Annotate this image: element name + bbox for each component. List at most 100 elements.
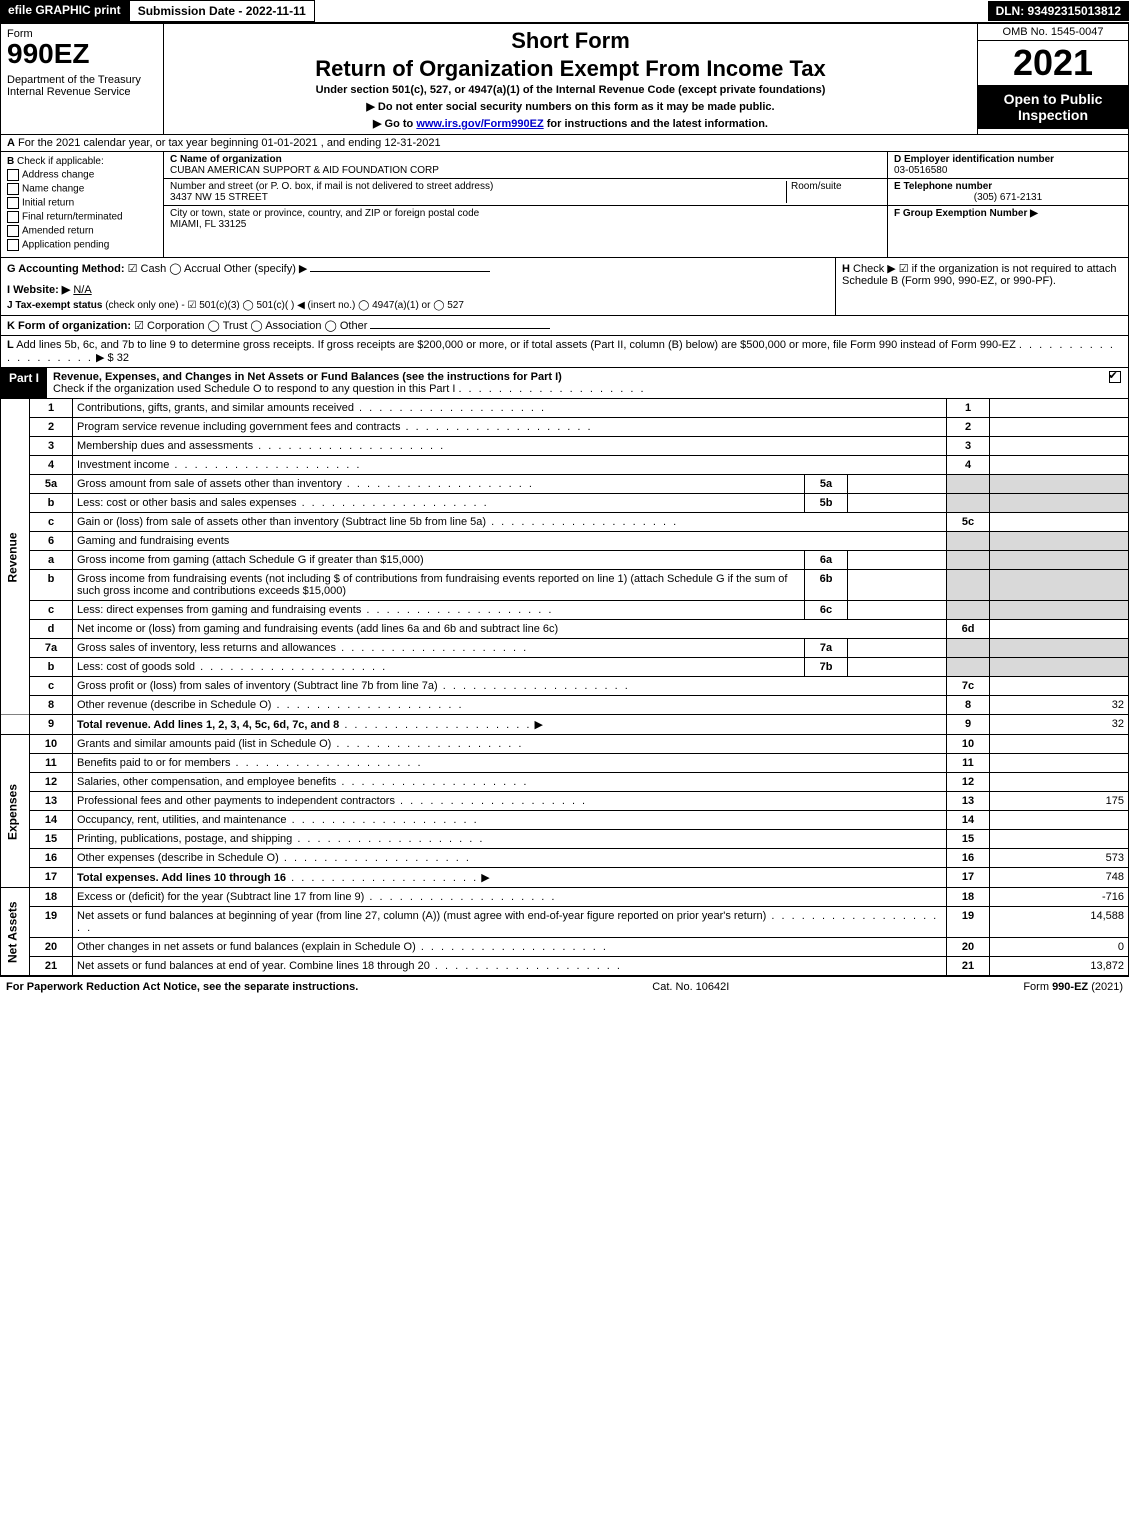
row-a: A For the 2021 calendar year, or tax yea…	[0, 135, 1129, 152]
footer: For Paperwork Reduction Act Notice, see …	[0, 976, 1129, 997]
c-name-label: C Name of organization	[170, 154, 282, 165]
ein-value: 03-0516580	[894, 165, 947, 176]
line-18: Net Assets 18 Excess or (deficit) for th…	[1, 888, 1129, 907]
tel-label: E Telephone number	[894, 181, 992, 192]
header-left: Form 990EZ Department of the Treasury In…	[1, 24, 164, 134]
row-k: K Form of organization: ☑ Corporation ◯ …	[0, 316, 1129, 336]
val-11	[990, 754, 1129, 773]
j-label: J Tax-exempt status	[7, 300, 102, 311]
efile-label: efile GRAPHIC print	[0, 0, 129, 22]
line-12: 12 Salaries, other compensation, and emp…	[1, 773, 1129, 792]
val-16: 573	[990, 849, 1129, 868]
j-sub: (check only one) -	[105, 300, 184, 311]
row-a-text: For the 2021 calendar year, or tax year …	[18, 137, 441, 149]
val-7a	[848, 639, 947, 658]
val-9: 32	[990, 715, 1129, 735]
val-6a	[848, 551, 947, 570]
room-suite-label: Room/suite	[786, 181, 881, 203]
val-1	[990, 399, 1129, 418]
line-6c: c Less: direct expenses from gaming and …	[1, 601, 1129, 620]
chk-initial-return[interactable]: Initial return	[7, 197, 157, 209]
info-grid: B Check if applicable: Address change Na…	[0, 152, 1129, 258]
val-6d	[990, 620, 1129, 639]
l-amount: ▶ $ 32	[96, 352, 129, 364]
form-number: 990EZ	[7, 40, 157, 68]
line-13: 13 Professional fees and other payments …	[1, 792, 1129, 811]
ein-label: D Employer identification number	[894, 154, 1054, 165]
part1-title: Revenue, Expenses, and Changes in Net As…	[53, 371, 562, 383]
note-ssn: ▶ Do not enter social security numbers o…	[172, 100, 969, 113]
part1-header-row: Part I Revenue, Expenses, and Changes in…	[0, 368, 1129, 399]
line-6a: a Gross income from gaming (attach Sched…	[1, 551, 1129, 570]
top-bar: efile GRAPHIC print Submission Date - 20…	[0, 0, 1129, 23]
chk-final-return[interactable]: Final return/terminated	[7, 211, 157, 223]
line-15: 15 Printing, publications, postage, and …	[1, 830, 1129, 849]
line-3: 3 Membership dues and assessments 3	[1, 437, 1129, 456]
chk-application-pending[interactable]: Application pending	[7, 239, 157, 251]
line-17: 17 Total expenses. Add lines 10 through …	[1, 868, 1129, 888]
form-title: Return of Organization Exempt From Incom…	[172, 56, 969, 82]
omb-number: OMB No. 1545-0047	[978, 24, 1128, 41]
h-text: Check ▶ ☑ if the organization is not req…	[842, 263, 1117, 287]
dept-treasury: Department of the Treasury	[7, 74, 157, 86]
row-l: L Add lines 5b, 6c, and 7b to line 9 to …	[0, 336, 1129, 368]
chk-amended-return[interactable]: Amended return	[7, 225, 157, 237]
side-expenses: Expenses	[1, 735, 30, 888]
city-label: City or town, state or province, country…	[170, 208, 479, 219]
i-label: I Website: ▶	[7, 284, 70, 296]
short-form-label: Short Form	[172, 28, 969, 54]
line-6: 6 Gaming and fundraising events	[1, 532, 1129, 551]
line-19: 19 Net assets or fund balances at beginn…	[1, 907, 1129, 938]
line-4: 4 Investment income 4	[1, 456, 1129, 475]
line-7c: c Gross profit or (loss) from sales of i…	[1, 677, 1129, 696]
col-b: B Check if applicable: Address change Na…	[1, 152, 164, 257]
side-revenue: Revenue	[1, 399, 30, 715]
part1-label: Part I	[1, 368, 47, 398]
l-text: Add lines 5b, 6c, and 7b to line 9 to de…	[16, 339, 1016, 351]
line-5a: 5a Gross amount from sale of assets othe…	[1, 475, 1129, 494]
website-value: N/A	[73, 284, 91, 296]
chk-name-change[interactable]: Name change	[7, 183, 157, 195]
tax-year: 2021	[978, 41, 1128, 85]
val-5c	[990, 513, 1129, 532]
val-10	[990, 735, 1129, 754]
row-gh: G Accounting Method: ☑ Cash ◯ Accrual Ot…	[0, 258, 1129, 316]
org-name: CUBAN AMERICAN SUPPORT & AID FOUNDATION …	[170, 165, 439, 176]
line-7a: 7a Gross sales of inventory, less return…	[1, 639, 1129, 658]
group-exemption-label: F Group Exemption Number ▶	[894, 208, 1038, 219]
k-options: ☑ Corporation ◯ Trust ◯ Association ◯ Ot…	[134, 320, 367, 332]
line-21: 21 Net assets or fund balances at end of…	[1, 957, 1129, 976]
val-6b	[848, 570, 947, 601]
val-17: 748	[990, 868, 1129, 888]
label-b: B	[7, 156, 14, 167]
street-label: Number and street (or P. O. box, if mail…	[170, 181, 493, 192]
open-inspection: Open to Public Inspection	[978, 85, 1128, 129]
g-options: ☑ Cash ◯ Accrual Other (specify) ▶	[128, 263, 308, 275]
val-12	[990, 773, 1129, 792]
line-14: 14 Occupancy, rent, utilities, and maint…	[1, 811, 1129, 830]
dln-label: DLN: 93492315013812	[988, 1, 1129, 21]
irs-link[interactable]: www.irs.gov/Form990EZ	[416, 118, 543, 130]
footer-left: For Paperwork Reduction Act Notice, see …	[6, 981, 358, 993]
g-label: G Accounting Method:	[7, 263, 125, 275]
line-16: 16 Other expenses (describe in Schedule …	[1, 849, 1129, 868]
city-value: MIAMI, FL 33125	[170, 219, 246, 230]
val-13: 175	[990, 792, 1129, 811]
col-d: D Employer identification number 03-0516…	[887, 152, 1128, 257]
j-options: ☑ 501(c)(3) ◯ 501(c)( ) ◀ (insert no.) ◯…	[187, 300, 463, 311]
line-5b: b Less: cost or other basis and sales ex…	[1, 494, 1129, 513]
irs-label: Internal Revenue Service	[7, 86, 157, 98]
val-4	[990, 456, 1129, 475]
footer-right: Form 990-EZ (2021)	[1023, 981, 1123, 993]
part1-schedule-o-checkbox[interactable]	[1109, 371, 1121, 383]
val-7b	[848, 658, 947, 677]
lines-table: Revenue 1 Contributions, gifts, grants, …	[0, 399, 1129, 976]
val-2	[990, 418, 1129, 437]
tel-value: (305) 671-2131	[894, 192, 1122, 203]
l-label: L	[7, 339, 14, 351]
form-header: Form 990EZ Department of the Treasury In…	[0, 23, 1129, 135]
chk-address-change[interactable]: Address change	[7, 169, 157, 181]
line-7b: b Less: cost of goods sold 7b	[1, 658, 1129, 677]
h-label: H	[842, 263, 850, 275]
k-label: K Form of organization:	[7, 320, 131, 332]
